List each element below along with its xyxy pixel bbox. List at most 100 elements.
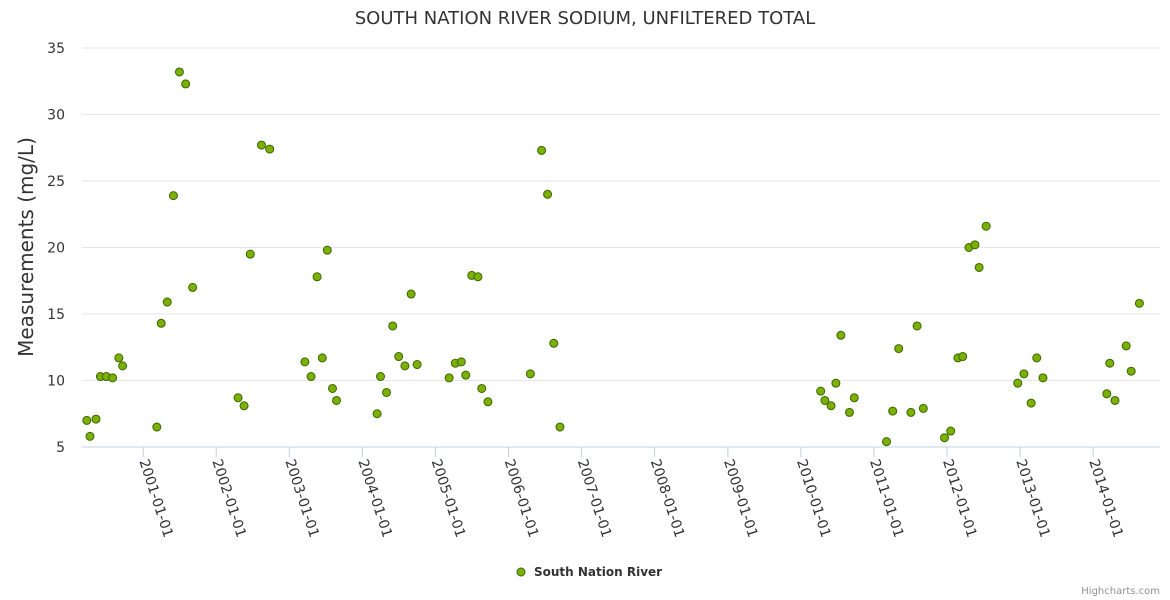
x-tick-label: 2007-01-01 [574, 457, 614, 539]
data-point[interactable] [549, 338, 559, 348]
data-point[interactable] [400, 361, 410, 371]
data-point[interactable] [406, 289, 416, 299]
data-point[interactable] [974, 262, 984, 272]
y-tick-label: 10 [47, 374, 65, 390]
data-point[interactable] [844, 407, 854, 417]
x-tick-label: 2013-01-01 [1012, 457, 1052, 539]
data-point[interactable] [174, 67, 184, 77]
data-point[interactable] [906, 407, 916, 417]
x-tick-label: 2008-01-01 [647, 457, 687, 539]
data-point[interactable] [265, 144, 275, 154]
chart-title: SOUTH NATION RIVER SODIUM, UNFILTERED TO… [355, 8, 816, 29]
x-tick-label: 2012-01-01 [939, 457, 979, 539]
data-point[interactable] [1121, 341, 1131, 351]
legend-label[interactable]: South Nation River [534, 565, 662, 579]
data-point[interactable] [118, 361, 128, 371]
data-point[interactable] [543, 189, 553, 199]
x-tick-label: 2001-01-01 [135, 457, 175, 539]
grid-layer [82, 47, 1160, 381]
x-tick-label: 2002-01-01 [208, 457, 248, 539]
data-point[interactable] [327, 383, 337, 393]
data-point[interactable] [444, 373, 454, 383]
data-point[interactable] [156, 318, 166, 328]
data-point[interactable] [826, 401, 836, 411]
data-point[interactable] [820, 395, 830, 405]
data-point[interactable] [412, 360, 422, 370]
data-point[interactable] [525, 369, 535, 379]
data-point[interactable] [831, 378, 841, 388]
data-point[interactable] [912, 321, 922, 331]
data-point[interactable] [1013, 378, 1023, 388]
data-point[interactable] [376, 372, 386, 382]
data-point[interactable] [958, 352, 968, 362]
x-tick-label: 2010-01-01 [793, 457, 833, 539]
data-point[interactable] [1110, 395, 1120, 405]
legend[interactable]: South Nation River [516, 565, 662, 579]
axis-layer: 5 10 15 20 25 30 35 2001-01-01 2002-01-01 2003-01… [47, 41, 1160, 540]
data-point[interactable] [114, 353, 124, 363]
data-point[interactable] [537, 145, 547, 155]
data-point[interactable] [306, 372, 316, 382]
y-tick-label: 30 [47, 108, 65, 124]
data-point[interactable] [461, 370, 471, 380]
y-tick-label: 20 [47, 241, 65, 257]
data-point[interactable] [382, 387, 392, 397]
data-point[interactable] [388, 321, 398, 331]
data-point[interactable] [168, 191, 178, 201]
data-point[interactable] [473, 272, 483, 282]
data-point[interactable] [300, 357, 310, 367]
legend-marker [516, 567, 526, 577]
data-point[interactable] [1026, 398, 1036, 408]
data-point[interactable] [256, 140, 266, 150]
data-point[interactable] [317, 353, 327, 363]
data-point[interactable] [881, 437, 891, 447]
x-tick-label: 2011-01-01 [866, 457, 906, 539]
data-point[interactable] [1032, 353, 1042, 363]
x-tick-label: 2004-01-01 [354, 457, 394, 539]
data-point[interactable] [888, 406, 898, 416]
data-point[interactable] [456, 357, 466, 367]
data-point[interactable] [918, 403, 928, 413]
data-point[interactable] [245, 249, 255, 259]
data-point[interactable] [108, 373, 118, 383]
data-point[interactable] [483, 397, 493, 407]
data-point[interactable] [981, 221, 991, 231]
data-point[interactable] [836, 330, 846, 340]
data-point[interactable] [894, 344, 904, 354]
data-point[interactable] [82, 415, 92, 425]
x-tick-label: 2005-01-01 [428, 457, 468, 539]
data-point[interactable] [372, 409, 382, 419]
data-point[interactable] [233, 393, 243, 403]
x-tick-label: 2014-01-01 [1085, 457, 1125, 539]
data-point[interactable] [1019, 369, 1029, 379]
y-tick-label: 15 [47, 307, 65, 323]
data-point[interactable] [188, 282, 198, 292]
data-point[interactable] [312, 272, 322, 282]
data-point[interactable] [946, 426, 956, 436]
data-point[interactable] [816, 386, 826, 396]
data-point[interactable] [940, 433, 950, 443]
data-point[interactable] [970, 240, 980, 250]
x-tick-label: 2003-01-01 [281, 457, 321, 539]
data-point[interactable] [162, 297, 172, 307]
data-point[interactable] [239, 401, 249, 411]
data-point[interactable] [477, 383, 487, 393]
data-point[interactable] [1105, 358, 1115, 368]
credits-link[interactable]: Highcharts.com [1081, 586, 1160, 597]
data-point[interactable] [555, 422, 565, 432]
data-point[interactable] [394, 352, 404, 362]
data-point[interactable] [849, 393, 859, 403]
y-axis-title: Measurements (mg/L) [14, 137, 38, 357]
data-point[interactable] [91, 414, 101, 424]
data-point[interactable] [1038, 373, 1048, 383]
data-point[interactable] [152, 422, 162, 432]
data-point[interactable] [1134, 298, 1144, 308]
y-tick-label: 25 [47, 174, 65, 190]
data-point[interactable] [331, 395, 341, 405]
data-point[interactable] [181, 79, 191, 89]
data-point[interactable] [1102, 389, 1112, 399]
data-point[interactable] [1126, 366, 1136, 376]
data-point[interactable] [322, 245, 332, 255]
data-point[interactable] [85, 431, 95, 441]
